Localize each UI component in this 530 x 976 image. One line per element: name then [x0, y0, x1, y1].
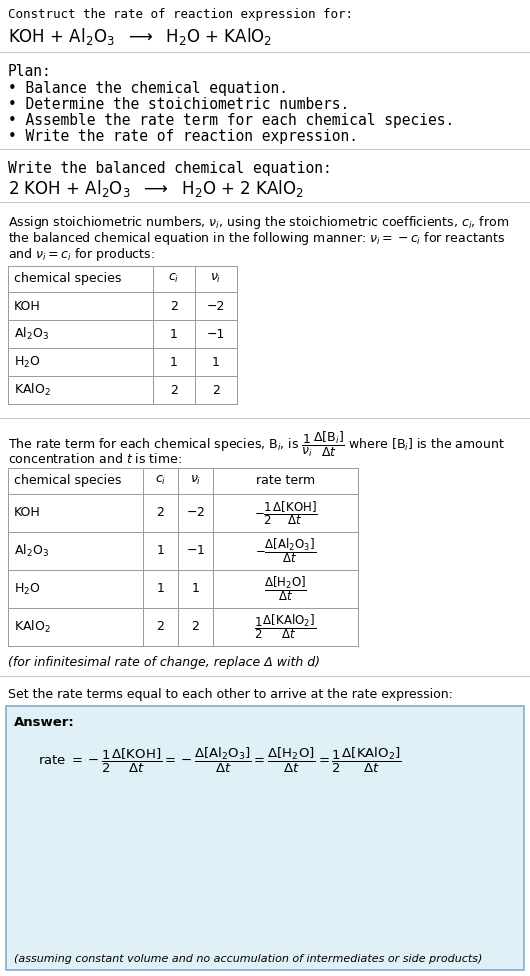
Text: rate term: rate term [256, 474, 315, 487]
Text: Construct the rate of reaction expression for:: Construct the rate of reaction expressio… [8, 8, 353, 21]
Text: Set the rate terms equal to each other to arrive at the rate expression:: Set the rate terms equal to each other t… [8, 688, 453, 701]
Text: −2: −2 [207, 300, 225, 312]
Text: 2: 2 [156, 507, 164, 519]
Text: Assign stoichiometric numbers, $\nu_i$, using the stoichiometric coefficients, $: Assign stoichiometric numbers, $\nu_i$, … [8, 214, 509, 231]
Text: $c_i$: $c_i$ [169, 272, 180, 285]
Text: • Balance the chemical equation.: • Balance the chemical equation. [8, 81, 288, 96]
Text: 2: 2 [170, 384, 178, 396]
Text: $\nu_i$: $\nu_i$ [210, 272, 222, 285]
Text: KAlO$_2$: KAlO$_2$ [14, 382, 51, 398]
Text: 1: 1 [212, 355, 220, 369]
Text: $1$: $1$ [191, 583, 200, 595]
Text: and $\nu_i = c_i$ for products:: and $\nu_i = c_i$ for products: [8, 246, 155, 263]
Text: 1: 1 [170, 328, 178, 341]
Text: $\dfrac{\Delta[\mathrm{H_2O}]}{\Delta t}$: $\dfrac{\Delta[\mathrm{H_2O}]}{\Delta t}… [264, 575, 307, 603]
Text: 2 KOH + Al$_2$O$_3$  $\longrightarrow$  H$_2$O + 2 KAlO$_2$: 2 KOH + Al$_2$O$_3$ $\longrightarrow$ H$… [8, 178, 304, 199]
Text: (assuming constant volume and no accumulation of intermediates or side products): (assuming constant volume and no accumul… [14, 954, 482, 964]
Text: $-\dfrac{\Delta[\mathrm{Al_2O_3}]}{\Delta t}$: $-\dfrac{\Delta[\mathrm{Al_2O_3}]}{\Delt… [255, 537, 316, 565]
Text: Al$_2$O$_3$: Al$_2$O$_3$ [14, 326, 49, 342]
Text: KAlO$_2$: KAlO$_2$ [14, 619, 51, 635]
Text: $-\dfrac{1}{2}\dfrac{\Delta[\mathrm{KOH}]}{\Delta t}$: $-\dfrac{1}{2}\dfrac{\Delta[\mathrm{KOH}… [253, 499, 317, 527]
Text: 2: 2 [156, 621, 164, 633]
Text: $-2$: $-2$ [186, 507, 205, 519]
Text: chemical species: chemical species [14, 474, 121, 487]
Text: rate $= -\dfrac{1}{2}\dfrac{\Delta[\mathrm{KOH}]}{\Delta t}$$= -\dfrac{\Delta[\m: rate $= -\dfrac{1}{2}\dfrac{\Delta[\math… [38, 746, 401, 775]
Text: (for infinitesimal rate of change, replace Δ with d): (for infinitesimal rate of change, repla… [8, 656, 320, 669]
Text: H$_2$O: H$_2$O [14, 354, 41, 370]
Text: 2: 2 [212, 384, 220, 396]
Text: 1: 1 [170, 355, 178, 369]
Text: The rate term for each chemical species, B$_i$, is $\dfrac{1}{\nu_i}\dfrac{\Delt: The rate term for each chemical species,… [8, 430, 505, 459]
Text: concentration and $t$ is time:: concentration and $t$ is time: [8, 452, 182, 466]
Text: 2: 2 [170, 300, 178, 312]
Text: $2$: $2$ [191, 621, 200, 633]
Text: 1: 1 [156, 545, 164, 557]
Text: KOH: KOH [14, 507, 41, 519]
Text: −1: −1 [207, 328, 225, 341]
Text: chemical species: chemical species [14, 272, 121, 285]
Text: Al$_2$O$_3$: Al$_2$O$_3$ [14, 543, 49, 559]
Text: KOH: KOH [14, 300, 41, 312]
Text: KOH + Al$_2$O$_3$  $\longrightarrow$  H$_2$O + KAlO$_2$: KOH + Al$_2$O$_3$ $\longrightarrow$ H$_2… [8, 26, 272, 47]
Text: 1: 1 [156, 583, 164, 595]
Text: H$_2$O: H$_2$O [14, 582, 41, 596]
Text: Plan:: Plan: [8, 64, 52, 79]
Text: the balanced chemical equation in the following manner: $\nu_i = -c_i$ for react: the balanced chemical equation in the fo… [8, 230, 506, 247]
FancyBboxPatch shape [6, 706, 524, 970]
Text: $c_i$: $c_i$ [155, 474, 166, 487]
Text: • Write the rate of reaction expression.: • Write the rate of reaction expression. [8, 129, 358, 144]
Text: $\nu_i$: $\nu_i$ [190, 474, 201, 487]
Text: Write the balanced chemical equation:: Write the balanced chemical equation: [8, 161, 332, 176]
Text: $-1$: $-1$ [186, 545, 205, 557]
Text: • Assemble the rate term for each chemical species.: • Assemble the rate term for each chemic… [8, 113, 454, 128]
Text: $\dfrac{1}{2}\dfrac{\Delta[\mathrm{KAlO_2}]}{\Delta t}$: $\dfrac{1}{2}\dfrac{\Delta[\mathrm{KAlO_… [254, 613, 316, 641]
Text: • Determine the stoichiometric numbers.: • Determine the stoichiometric numbers. [8, 97, 349, 112]
Text: Answer:: Answer: [14, 716, 75, 729]
